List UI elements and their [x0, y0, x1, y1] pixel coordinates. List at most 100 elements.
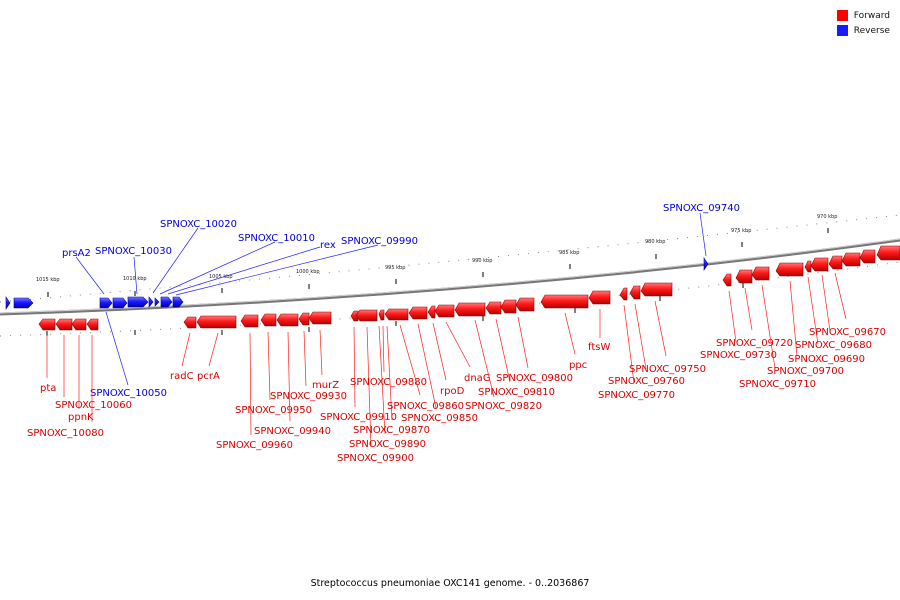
gene-label: SPNOXC_09730: [700, 350, 777, 361]
callout-line: [159, 241, 276, 295]
gene-label: ftsW: [588, 342, 610, 353]
gene-arrow-reverse: [154, 297, 160, 307]
callout-line: [382, 325, 385, 373]
gene-label: rex: [320, 240, 336, 251]
callout-line: [761, 284, 776, 369]
callout-line: [208, 332, 219, 367]
callout-line: [789, 280, 798, 357]
gene-label: SPNOXC_10050: [90, 388, 167, 399]
callout-line: [167, 246, 321, 295]
gene-arrow-forward: [260, 313, 277, 327]
gene-label: SPNOXC_09910: [320, 412, 397, 423]
strand-legend: Forward Reverse: [836, 8, 890, 38]
gene-arrow-forward: [485, 301, 502, 315]
callout-line: [623, 304, 635, 384]
gene-arrow-reverse: [99, 297, 113, 309]
axis-tick-label: 975 kbp: [731, 228, 751, 234]
gene-label: SPNOXC_10060: [55, 400, 132, 411]
gene-arrow-reverse: [13, 297, 34, 309]
gene-label: SPNOXC_09900: [337, 453, 414, 464]
gene-arrow-forward: [629, 285, 641, 300]
gene-arrow-forward: [240, 314, 259, 328]
gene-arrow-forward: [804, 260, 812, 273]
gene-arrow-reverse: [172, 296, 184, 308]
genome-backbone-highlight: [0, 238, 900, 314]
callout-line: [353, 326, 356, 408]
gene-label: SPNOXC_09870: [353, 425, 430, 436]
gene-arrow-forward: [434, 304, 455, 318]
legend-forward-label: Forward: [853, 10, 890, 21]
axis-tick-label: 985 kbp: [559, 250, 579, 256]
forward-strand-genes: [38, 245, 900, 331]
callout-line: [287, 331, 291, 422]
gene-label: SPNOXC_09670: [809, 327, 886, 338]
gene-arrow-forward: [540, 294, 589, 309]
gene-arrow-reverse: [127, 296, 149, 308]
gene-arrow-reverse: [703, 257, 709, 271]
gene-arrow-reverse: [5, 296, 11, 310]
gene-arrow-forward: [298, 312, 310, 326]
axis-tick-label: 1010 kbp: [123, 276, 147, 282]
callout-line: [181, 332, 191, 367]
genome-caption: Streptococcus pneumoniae OXC141 genome. …: [310, 578, 590, 589]
lower-axis-ticks: [46, 283, 744, 336]
gene-arrow-forward: [751, 266, 770, 281]
axis-ticks: 1015 kbp 1010 kbp 1005 kbp 1000 kbp 995 …: [36, 214, 837, 297]
callout-line: [152, 227, 199, 294]
callout-line: [495, 318, 511, 383]
gene-arrow-forward: [735, 269, 753, 284]
callout-line: [517, 316, 529, 369]
gene-arrow-forward: [71, 318, 87, 331]
callout-line: [386, 325, 393, 421]
gene-arrow-forward: [55, 318, 73, 331]
gene-arrow-forward: [775, 262, 804, 277]
gene-label: SPNOXC_09720: [716, 338, 793, 349]
callout-line: [133, 256, 138, 295]
axis-tick-label: 1000 kbp: [296, 269, 320, 275]
gene-arrow-forward: [355, 309, 378, 322]
gene-label: SPNOXC_09740: [663, 203, 740, 214]
gene-label: SPNOXC_09860: [387, 401, 464, 412]
axis-tick-label: 995 kbp: [385, 265, 405, 271]
gene-label: SPNOXC_09940: [254, 426, 331, 437]
callout-line: [378, 325, 386, 435]
gene-label: SPNOXC_09880: [350, 377, 427, 388]
gene-arrow-forward: [859, 249, 876, 264]
gene-label: SPNOXC_09750: [629, 364, 706, 375]
gene-label: SPNOXC_09960: [216, 440, 293, 451]
gene-arrow-forward: [640, 282, 673, 297]
gene-label: SPNOXC_10020: [160, 219, 237, 230]
gene-arrow-forward: [828, 255, 843, 270]
callout-line: [821, 274, 831, 332]
callout-line: [654, 300, 667, 357]
gene-arrow-forward: [454, 302, 486, 317]
reverse-strand-genes: [5, 257, 709, 310]
callout-line: [319, 329, 323, 376]
gene-arrow-forward: [876, 245, 900, 261]
callout-line: [474, 319, 495, 398]
gene-arrow-forward: [427, 305, 436, 319]
gene-arrow-forward: [500, 299, 517, 314]
gene-arrow-forward: [722, 273, 732, 287]
gene-label: SPNOXC_09700: [767, 366, 844, 377]
gene-label: SPNOXC_09820: [465, 401, 542, 412]
reverse-swatch: [836, 25, 848, 36]
gene-arrow-forward: [515, 297, 535, 312]
gene-arrow-forward: [408, 306, 428, 320]
callout-line: [744, 287, 753, 331]
gene-label: prsA2: [62, 248, 91, 259]
gene-label: SPNOXC_10030: [95, 246, 172, 257]
gene-arrow-forward: [619, 287, 628, 301]
gene-label: murZ: [312, 380, 339, 391]
gene-arrow-forward: [196, 315, 237, 329]
gene-label: radC: [170, 371, 194, 382]
gene-arrow-forward: [841, 252, 861, 267]
callout-line: [634, 303, 647, 370]
gene-label: SPNOXC_09690: [788, 354, 865, 365]
gene-arrow-forward: [183, 316, 197, 329]
gene-label: rpoD: [440, 386, 465, 397]
callout-line: [564, 312, 576, 355]
gene-label: SPNOXC_09770: [598, 390, 675, 401]
gene-arrow-forward: [810, 257, 829, 272]
gene-arrow-forward: [378, 309, 385, 321]
